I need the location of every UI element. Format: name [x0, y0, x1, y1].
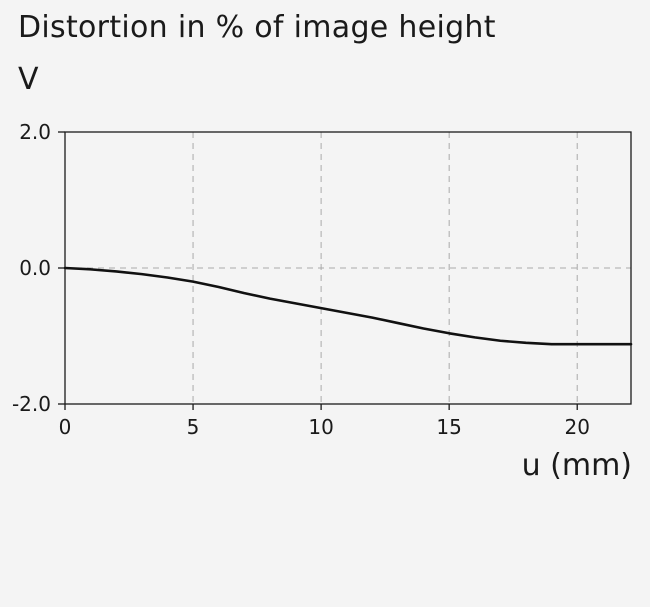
x-tick-label: 0 [59, 415, 72, 439]
x-tick-label: 10 [308, 415, 333, 439]
y-tick-label: 0.0 [19, 256, 51, 280]
series-layer [63, 266, 633, 346]
y-tick-label: -2.0 [12, 392, 51, 416]
grid-layer [65, 132, 631, 404]
x-axis-label: u (mm) [521, 448, 632, 483]
chart-title: Distortion in % of image height [18, 10, 496, 45]
axes-layer [58, 131, 632, 410]
plot-frame [64, 131, 632, 405]
tick-layer: 2.0 0.0 -2.0 0 5 10 15 20 [12, 120, 590, 439]
y-tick-label: 2.0 [19, 120, 51, 144]
x-tick-label: 20 [564, 415, 589, 439]
x-tick-label: 15 [436, 415, 461, 439]
y-axis-label: V [18, 62, 39, 97]
distortion-line [63, 266, 633, 346]
x-tick-label: 5 [187, 415, 200, 439]
